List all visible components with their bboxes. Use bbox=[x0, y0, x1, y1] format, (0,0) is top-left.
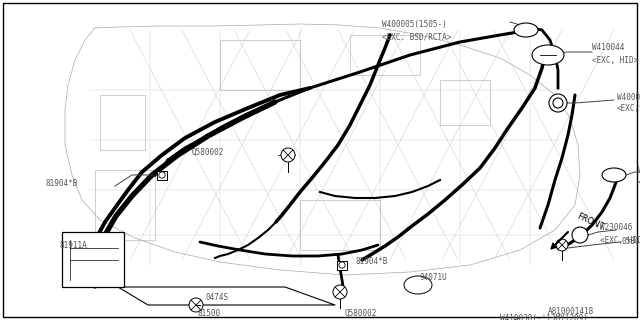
Circle shape bbox=[159, 172, 165, 178]
Text: <EXC. BSD/RCTA>: <EXC. BSD/RCTA> bbox=[382, 33, 451, 42]
Text: 81500: 81500 bbox=[198, 308, 221, 317]
Text: W230046: W230046 bbox=[600, 223, 632, 233]
Text: 0474S: 0474S bbox=[205, 293, 228, 302]
Circle shape bbox=[572, 227, 588, 243]
Text: 81904*B: 81904*B bbox=[355, 258, 387, 267]
FancyBboxPatch shape bbox=[62, 232, 124, 287]
Circle shape bbox=[281, 148, 295, 162]
Text: <EXC, HID>: <EXC, HID> bbox=[600, 236, 640, 244]
Text: 81904*B: 81904*B bbox=[45, 180, 77, 188]
Text: <EXC, HID>: <EXC, HID> bbox=[592, 55, 638, 65]
Ellipse shape bbox=[514, 23, 538, 37]
Bar bbox=[157, 171, 168, 180]
Circle shape bbox=[549, 94, 567, 112]
Ellipse shape bbox=[404, 276, 432, 294]
Text: 81911A: 81911A bbox=[60, 242, 88, 251]
Text: W410044: W410044 bbox=[592, 44, 625, 52]
Text: 0580002: 0580002 bbox=[622, 237, 640, 246]
Text: Q580002: Q580002 bbox=[345, 308, 378, 317]
Text: W410038(-'13MY1209): W410038(-'13MY1209) bbox=[500, 314, 588, 320]
Text: <EXC,SMAT>: <EXC,SMAT> bbox=[617, 105, 640, 114]
Bar bbox=[100, 95, 145, 150]
Circle shape bbox=[556, 239, 568, 251]
Circle shape bbox=[333, 285, 347, 299]
Bar bbox=[95, 170, 155, 240]
Text: W400015: W400015 bbox=[617, 92, 640, 101]
Bar bbox=[220, 40, 300, 90]
Text: 94071U: 94071U bbox=[420, 274, 448, 283]
Circle shape bbox=[553, 98, 563, 108]
Text: W400005(1505-): W400005(1505-) bbox=[638, 165, 640, 174]
Bar bbox=[337, 260, 348, 269]
Text: W400005(1505-): W400005(1505-) bbox=[382, 20, 447, 29]
Text: Q580002: Q580002 bbox=[192, 148, 225, 156]
Text: FRONT: FRONT bbox=[575, 212, 605, 232]
Circle shape bbox=[339, 262, 345, 268]
Text: A810001418: A810001418 bbox=[548, 308, 595, 316]
Ellipse shape bbox=[532, 45, 564, 65]
Bar bbox=[350, 35, 420, 75]
Ellipse shape bbox=[602, 168, 626, 182]
Bar bbox=[300, 200, 380, 250]
Text: <EXC. BSD/RCTA>: <EXC. BSD/RCTA> bbox=[638, 178, 640, 187]
Bar bbox=[440, 80, 490, 125]
Circle shape bbox=[189, 298, 203, 312]
